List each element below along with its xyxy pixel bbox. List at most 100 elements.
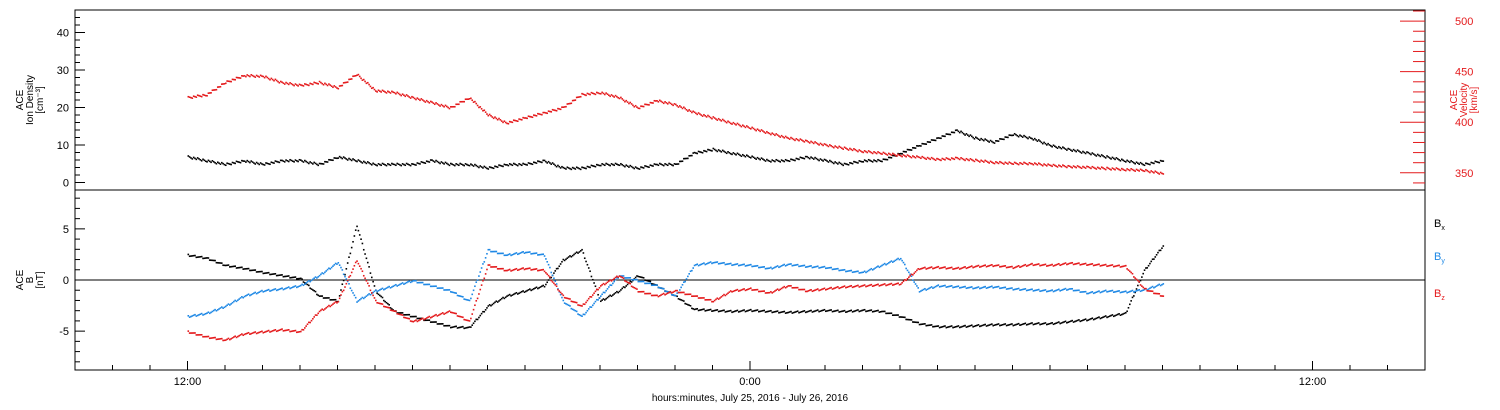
density-point [751, 155, 753, 158]
bx-point [634, 276, 637, 279]
density-point [961, 131, 964, 134]
velocity-point [415, 98, 417, 101]
bz-point [771, 292, 774, 294]
density-point [841, 163, 843, 166]
bz-point [1142, 286, 1145, 289]
velocity-point [893, 153, 895, 156]
bz-point [257, 332, 259, 334]
by-point [1058, 288, 1060, 291]
bx-point [400, 312, 403, 314]
bz-point [658, 295, 661, 297]
bx-point [237, 267, 239, 269]
by-point [1074, 289, 1076, 292]
bx-point [563, 259, 566, 262]
by-point [996, 286, 999, 288]
velocity-point [822, 144, 824, 147]
bz-point [559, 291, 562, 294]
bx-point [191, 255, 194, 257]
bx-point [210, 259, 212, 262]
bx-point [293, 276, 295, 279]
bx-point [626, 283, 629, 286]
density-point [774, 160, 776, 163]
density-point [941, 135, 944, 137]
velocity-point [1044, 164, 1047, 166]
velocity-point [1154, 170, 1157, 173]
by-point [227, 303, 230, 305]
bz-point [586, 299, 589, 302]
density-point [405, 162, 408, 165]
bz-point [688, 293, 690, 296]
density-point [533, 161, 535, 164]
bz-point [518, 268, 520, 271]
bx-point [857, 309, 859, 311]
density-point [188, 156, 191, 158]
velocity-point [1060, 165, 1063, 168]
bz-point [499, 267, 502, 270]
density-point [1090, 153, 1092, 156]
by-point [1143, 288, 1146, 291]
bx-point [724, 311, 727, 313]
bx-point [336, 300, 338, 303]
density-point [329, 159, 332, 161]
velocity-point [744, 126, 747, 129]
bz-point [683, 291, 685, 294]
velocity-point [918, 156, 921, 159]
by-point [287, 286, 290, 288]
bx-point [487, 305, 490, 307]
bz-point [192, 332, 195, 334]
bx-point [729, 309, 732, 312]
bx-point [543, 285, 546, 288]
by-point [786, 264, 788, 266]
bz-point [1134, 277, 1136, 279]
bz-point [551, 281, 554, 283]
density-point [628, 166, 630, 168]
density-point [443, 163, 445, 165]
bz-point [791, 287, 794, 289]
by-point [665, 290, 668, 293]
velocity-point [942, 158, 945, 160]
bz-point [247, 331, 250, 334]
bx-point [441, 323, 444, 325]
bx-point [775, 310, 778, 313]
by-point [937, 284, 940, 286]
density-point [353, 159, 356, 161]
by-point [375, 289, 377, 292]
bx-point [879, 311, 882, 313]
by-point [962, 286, 965, 288]
bz-point [905, 279, 907, 282]
density-point [574, 168, 577, 170]
by-point [321, 272, 324, 274]
bx-point [784, 312, 787, 314]
velocity-point [890, 154, 893, 156]
bx-point [914, 321, 917, 324]
velocity-point [1066, 166, 1068, 169]
velocity-point [1082, 165, 1084, 168]
density-point [908, 148, 910, 151]
by-point [392, 285, 395, 288]
bx-point [253, 269, 255, 271]
by-point [1150, 286, 1153, 289]
bx-point [245, 268, 247, 270]
bx-point [854, 310, 857, 312]
bz-point [1130, 271, 1132, 274]
bz-point [681, 291, 684, 294]
by-point [575, 310, 578, 313]
bx-point [608, 295, 610, 298]
bz-point [946, 267, 949, 270]
velocity-point [470, 97, 472, 100]
velocity-point [384, 91, 386, 93]
by-point [337, 261, 340, 264]
by-point [1146, 289, 1149, 291]
velocity-point [992, 162, 995, 164]
bz-point [301, 328, 303, 331]
bz-point [857, 284, 859, 287]
density-point [496, 166, 499, 168]
velocity-point [246, 74, 249, 76]
bx-point [1143, 269, 1146, 271]
velocity-point [1025, 163, 1028, 165]
by-point [802, 264, 804, 267]
velocity-point [428, 102, 431, 104]
by-point [905, 267, 907, 270]
velocity-point [794, 139, 796, 142]
density-point [1078, 150, 1080, 152]
